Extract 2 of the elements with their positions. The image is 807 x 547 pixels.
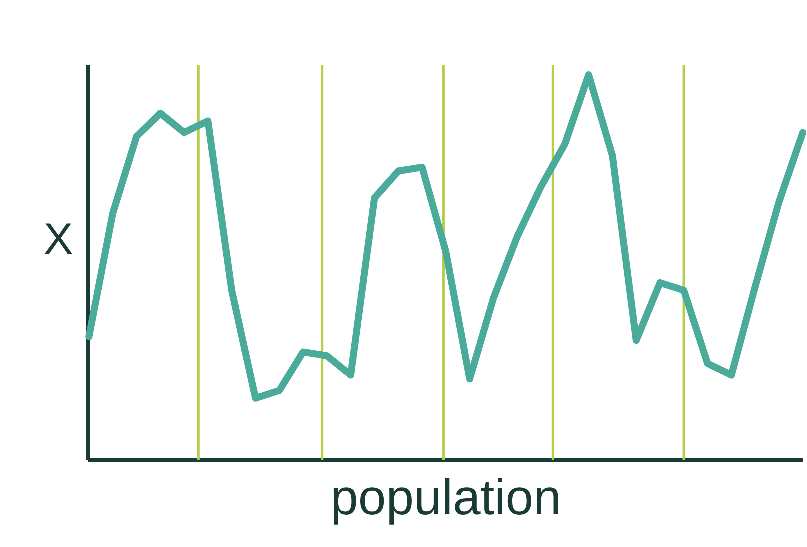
x-axis-title: population: [330, 470, 562, 526]
y-axis-title: X: [44, 215, 74, 264]
